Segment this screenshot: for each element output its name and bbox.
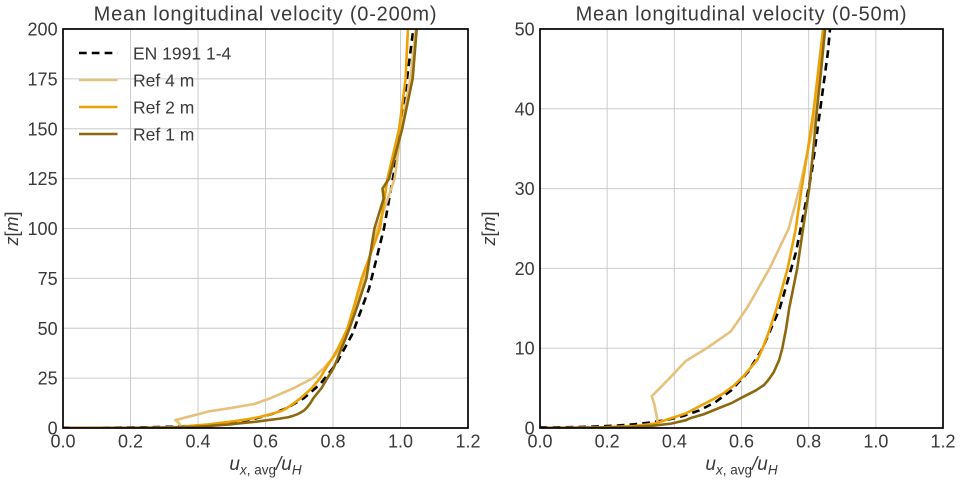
- series-line-en-1991-1-4: [540, 29, 832, 428]
- x-tick-label: 0.2: [118, 432, 143, 452]
- grid: [63, 29, 468, 428]
- legend-label: EN 1991 1-4: [133, 43, 232, 63]
- series-line-ref-1-m: [546, 29, 827, 428]
- x-tick-label: 0.2: [595, 432, 620, 452]
- y-tick-label: 0: [48, 419, 58, 439]
- legend-label: Ref 2 m: [133, 97, 194, 117]
- y-axis-label: z[m]: [2, 211, 22, 246]
- y-tick-label: 0: [525, 419, 535, 439]
- y-tick-label: 30: [515, 179, 535, 199]
- series-group: [540, 29, 832, 428]
- axes-spines: [62, 28, 469, 429]
- y-tick-label: 10: [515, 339, 535, 359]
- legend: EN 1991 1-4 Ref 4 m Ref 2 m Ref 1 m: [79, 43, 232, 144]
- series-line-ref-4-m: [546, 29, 826, 428]
- legend-label: Ref 1 m: [133, 124, 194, 144]
- x-tick-label: 0.4: [185, 432, 210, 452]
- y-tick-label: 25: [38, 369, 58, 389]
- x-tick-label: 0.0: [527, 432, 552, 452]
- y-tick-label: 125: [28, 169, 58, 189]
- x-tick-label: 1.2: [455, 432, 480, 452]
- x-tick-label: 0.8: [320, 432, 345, 452]
- x-axis-label: ux, avg/uH: [229, 454, 301, 478]
- y-tick-label: 50: [38, 319, 58, 339]
- y-tick-label: 20: [515, 259, 535, 279]
- y-tick-label: 50: [515, 20, 535, 40]
- y-tick-label: 40: [515, 99, 535, 119]
- x-tick-label: 1.0: [388, 432, 413, 452]
- x-tick-label: 0.6: [729, 432, 754, 452]
- grid: [540, 29, 943, 428]
- y-tick-label: 150: [28, 119, 58, 139]
- panel-title: Mean longitudinal velocity (0-200m): [94, 4, 438, 26]
- series-line-ref-2-m: [546, 29, 825, 428]
- x-tick-label: 0.0: [50, 432, 75, 452]
- x-tick-label: 1.2: [930, 432, 955, 452]
- legend-label: Ref 4 m: [133, 70, 194, 90]
- panel-right: Mean longitudinal velocity (0-50m) 0.0 0.2…: [479, 4, 956, 478]
- panel-title: Mean longitudinal velocity (0-50m): [576, 4, 908, 26]
- axes-spines: [539, 28, 944, 429]
- y-axis-label: z[m]: [479, 211, 499, 246]
- y-tick-label: 175: [28, 69, 58, 89]
- x-tick-label: 0.8: [796, 432, 821, 452]
- series-line-ref-1-m: [69, 29, 418, 428]
- y-tick-label: 200: [28, 20, 58, 40]
- x-tick-label: 0.4: [662, 432, 687, 452]
- x-axis-label: ux, avg/uH: [705, 454, 777, 478]
- x-tick-label: 1.0: [863, 432, 888, 452]
- panel-left: Mean longitudinal velocity (0-200m) 0.0 0.…: [2, 4, 481, 478]
- y-tick-label: 100: [28, 219, 58, 239]
- x-tick-label: 0.6: [253, 432, 278, 452]
- y-tick-label: 75: [38, 269, 58, 289]
